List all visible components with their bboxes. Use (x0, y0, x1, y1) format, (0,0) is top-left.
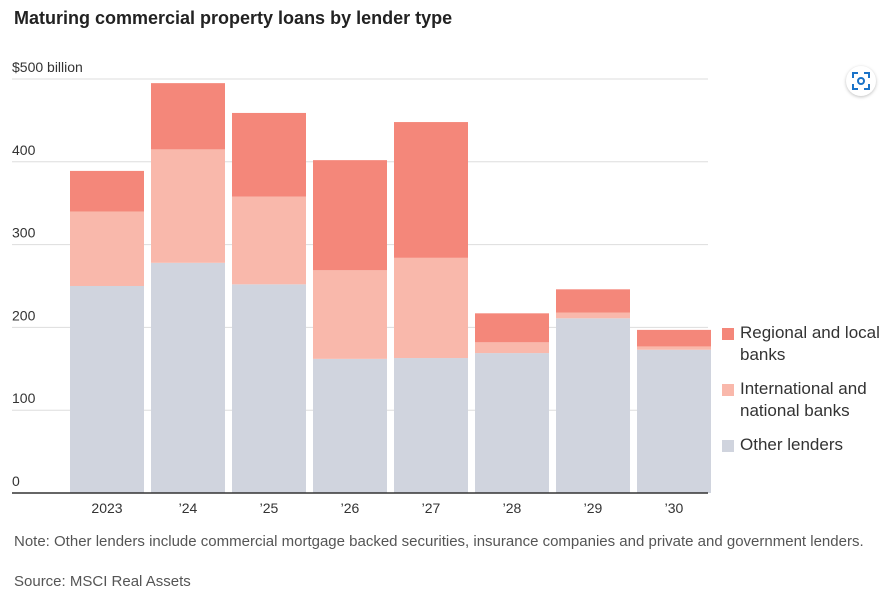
bar-segment-international (151, 149, 225, 263)
stacked-bar-chart: 0 100 200 300 400 $500 billion 2023 ’24 ’25 ’26 ’2… (12, 59, 711, 516)
chart-source: Source: MSCI Real Assets (14, 573, 191, 590)
chart-note: Note: Other lenders include commercial m… (14, 533, 864, 550)
bar-segment-international (394, 257, 468, 359)
legend-label-other: Other lenders (740, 435, 843, 454)
legend-swatch-regional (722, 328, 734, 340)
x-tick-label: ’26 (341, 500, 360, 516)
chart-area: 0 100 200 300 400 $500 billion 2023 ’24 ’25 ’26 ’2… (0, 40, 895, 520)
x-tick-label: ’28 (503, 500, 522, 516)
x-tick-label: 2023 (91, 500, 122, 516)
legend: Regional and local banks International a… (722, 322, 890, 468)
bar-segment-international (70, 211, 144, 286)
bar-segment-international (556, 312, 630, 319)
legend-item-regional: Regional and local banks (722, 322, 890, 366)
bar-segment-international (475, 342, 549, 354)
bar-segment-other (70, 286, 144, 493)
legend-item-other: Other lenders (722, 434, 890, 456)
bar-segment-other (151, 262, 225, 493)
bar-segment-regional (556, 289, 630, 313)
y-tick-label: 0 (12, 473, 20, 489)
bar-segment-other (394, 358, 468, 493)
x-tick-label: ’27 (422, 500, 441, 516)
bar-segment-regional (313, 160, 387, 271)
bar-segment-regional (475, 313, 549, 343)
bar-segment-regional (70, 170, 144, 212)
bar-segment-international (637, 346, 711, 350)
x-tick-label: ’24 (179, 500, 198, 516)
legend-item-international: International and national banks (722, 378, 890, 422)
x-tick-label: ’25 (260, 500, 279, 516)
x-tick-label: ’30 (665, 500, 684, 516)
bar-segment-regional (394, 122, 468, 258)
bar-segment-other (475, 353, 549, 493)
legend-swatch-international (722, 384, 734, 396)
chart-title: Maturing commercial property loans by le… (14, 8, 453, 28)
y-tick-label: 100 (12, 390, 36, 406)
bar-segment-other (637, 349, 711, 493)
expand-icon (852, 72, 870, 90)
bar-segment-other (232, 284, 306, 493)
bar-segment-other (556, 318, 630, 493)
expand-button[interactable] (846, 66, 876, 96)
y-tick-label: $500 billion (12, 59, 83, 75)
bar-segment-regional (637, 329, 711, 347)
bar-segment-international (313, 270, 387, 359)
bar-segment-regional (151, 83, 225, 150)
bar-segment-other (313, 358, 387, 493)
y-tick-label: 300 (12, 225, 36, 241)
legend-label-international: International and national banks (740, 379, 867, 420)
y-tick-label: 400 (12, 142, 36, 158)
bar-segment-regional (232, 112, 306, 197)
legend-label-regional: Regional and local banks (740, 323, 880, 364)
legend-swatch-other (722, 440, 734, 452)
y-tick-label: 200 (12, 307, 36, 323)
x-tick-label: ’29 (584, 500, 603, 516)
bar-segment-international (232, 196, 306, 285)
